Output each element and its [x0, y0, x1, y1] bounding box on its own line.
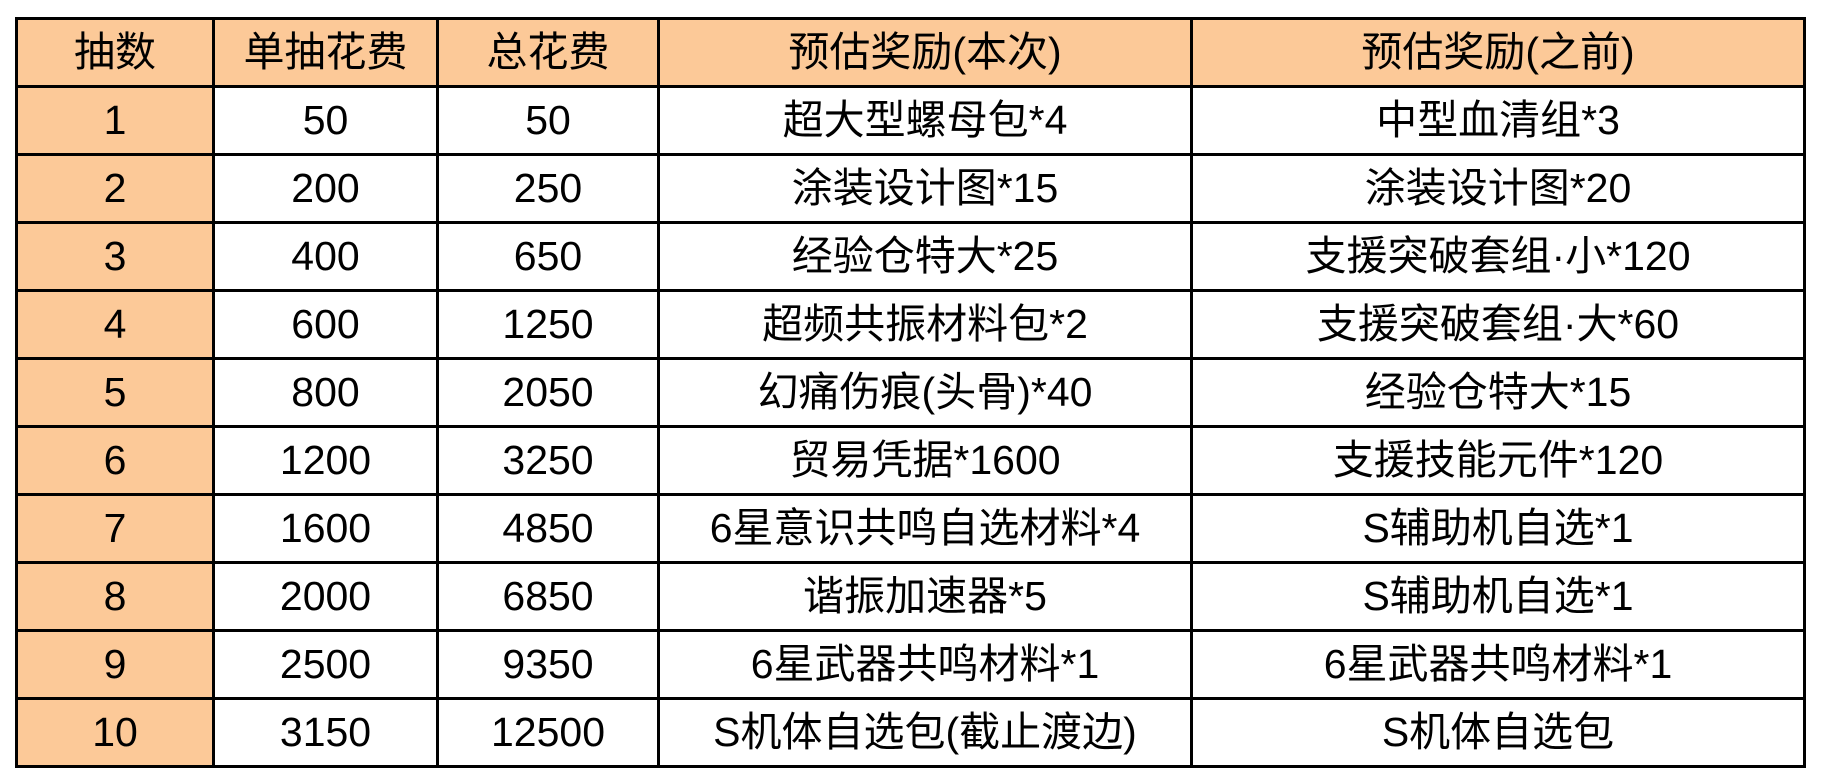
cell-cost-per-draw: 600	[212, 289, 439, 360]
cell-draw-count: 1	[15, 85, 215, 156]
table-row: 7 1600 4850 6星意识共鸣自选材料*4 S辅助机自选*1	[15, 493, 1806, 564]
col-header-total-cost: 总花费	[436, 17, 660, 88]
table-row: 1 50 50 超大型螺母包*4 中型血清组*3	[15, 85, 1806, 156]
cell-cost-per-draw: 50	[212, 85, 439, 156]
table-row: 3 400 650 经验仓特大*25 支援突破套组·小*120	[15, 221, 1806, 292]
cell-cost-per-draw: 1600	[212, 493, 439, 564]
cell-reward-current: 贸易凭据*1600	[657, 425, 1193, 496]
table-body: 1 50 50 超大型螺母包*4 中型血清组*3 2 200 250 涂装设计图…	[15, 85, 1806, 768]
cell-total-cost: 1250	[436, 289, 660, 360]
cell-draw-count: 5	[15, 357, 215, 428]
col-header-reward-previous: 预估奖励(之前)	[1190, 17, 1806, 88]
cell-reward-current: S机体自选包(截止渡边)	[657, 697, 1193, 768]
cell-reward-previous: 支援突破套组·大*60	[1190, 289, 1806, 360]
cell-total-cost: 250	[436, 153, 660, 224]
cell-draw-count: 4	[15, 289, 215, 360]
cell-reward-previous: 中型血清组*3	[1190, 85, 1806, 156]
table-row: 9 2500 9350 6星武器共鸣材料*1 6星武器共鸣材料*1	[15, 629, 1806, 700]
cell-total-cost: 3250	[436, 425, 660, 496]
table-row: 6 1200 3250 贸易凭据*1600 支援技能元件*120	[15, 425, 1806, 496]
cell-reward-previous: 支援突破套组·小*120	[1190, 221, 1806, 292]
gacha-cost-table: 抽数 单抽花费 总花费 预估奖励(本次) 预估奖励(之前) 1 50 50 超大…	[15, 17, 1806, 768]
col-header-draw-count: 抽数	[15, 17, 215, 88]
cell-total-cost: 650	[436, 221, 660, 292]
cell-reward-current: 涂装设计图*15	[657, 153, 1193, 224]
cell-reward-previous: 经验仓特大*15	[1190, 357, 1806, 428]
cell-cost-per-draw: 200	[212, 153, 439, 224]
cell-total-cost: 2050	[436, 357, 660, 428]
cell-reward-current: 经验仓特大*25	[657, 221, 1193, 292]
cell-reward-previous: S辅助机自选*1	[1190, 493, 1806, 564]
cell-reward-current: 6星意识共鸣自选材料*4	[657, 493, 1193, 564]
cell-draw-count: 10	[15, 697, 215, 768]
table-row: 5 800 2050 幻痛伤痕(头骨)*40 经验仓特大*15	[15, 357, 1806, 428]
cell-draw-count: 2	[15, 153, 215, 224]
cell-cost-per-draw: 2000	[212, 561, 439, 632]
cell-reward-previous: S辅助机自选*1	[1190, 561, 1806, 632]
cell-reward-previous: 6星武器共鸣材料*1	[1190, 629, 1806, 700]
cell-cost-per-draw: 3150	[212, 697, 439, 768]
cell-draw-count: 6	[15, 425, 215, 496]
cell-cost-per-draw: 2500	[212, 629, 439, 700]
cell-total-cost: 9350	[436, 629, 660, 700]
cell-reward-previous: 支援技能元件*120	[1190, 425, 1806, 496]
cell-reward-current: 幻痛伤痕(头骨)*40	[657, 357, 1193, 428]
cell-reward-current: 超大型螺母包*4	[657, 85, 1193, 156]
table-row: 4 600 1250 超频共振材料包*2 支援突破套组·大*60	[15, 289, 1806, 360]
cell-reward-current: 超频共振材料包*2	[657, 289, 1193, 360]
cell-total-cost: 50	[436, 85, 660, 156]
table-row: 2 200 250 涂装设计图*15 涂装设计图*20	[15, 153, 1806, 224]
col-header-cost-per-draw: 单抽花费	[212, 17, 439, 88]
cell-cost-per-draw: 800	[212, 357, 439, 428]
cell-draw-count: 9	[15, 629, 215, 700]
cell-reward-current: 6星武器共鸣材料*1	[657, 629, 1193, 700]
cell-draw-count: 3	[15, 221, 215, 292]
cell-total-cost: 6850	[436, 561, 660, 632]
col-header-reward-current: 预估奖励(本次)	[657, 17, 1193, 88]
cell-total-cost: 12500	[436, 697, 660, 768]
table-row: 10 3150 12500 S机体自选包(截止渡边) S机体自选包	[15, 697, 1806, 768]
cell-cost-per-draw: 400	[212, 221, 439, 292]
table-row: 8 2000 6850 谐振加速器*5 S辅助机自选*1	[15, 561, 1806, 632]
cell-draw-count: 7	[15, 493, 215, 564]
gacha-cost-table-container: 抽数 单抽花费 总花费 预估奖励(本次) 预估奖励(之前) 1 50 50 超大…	[15, 17, 1806, 768]
cell-draw-count: 8	[15, 561, 215, 632]
cell-cost-per-draw: 1200	[212, 425, 439, 496]
cell-reward-current: 谐振加速器*5	[657, 561, 1193, 632]
header-row: 抽数 单抽花费 总花费 预估奖励(本次) 预估奖励(之前)	[15, 17, 1806, 88]
cell-reward-previous: 涂装设计图*20	[1190, 153, 1806, 224]
cell-total-cost: 4850	[436, 493, 660, 564]
cell-reward-previous: S机体自选包	[1190, 697, 1806, 768]
